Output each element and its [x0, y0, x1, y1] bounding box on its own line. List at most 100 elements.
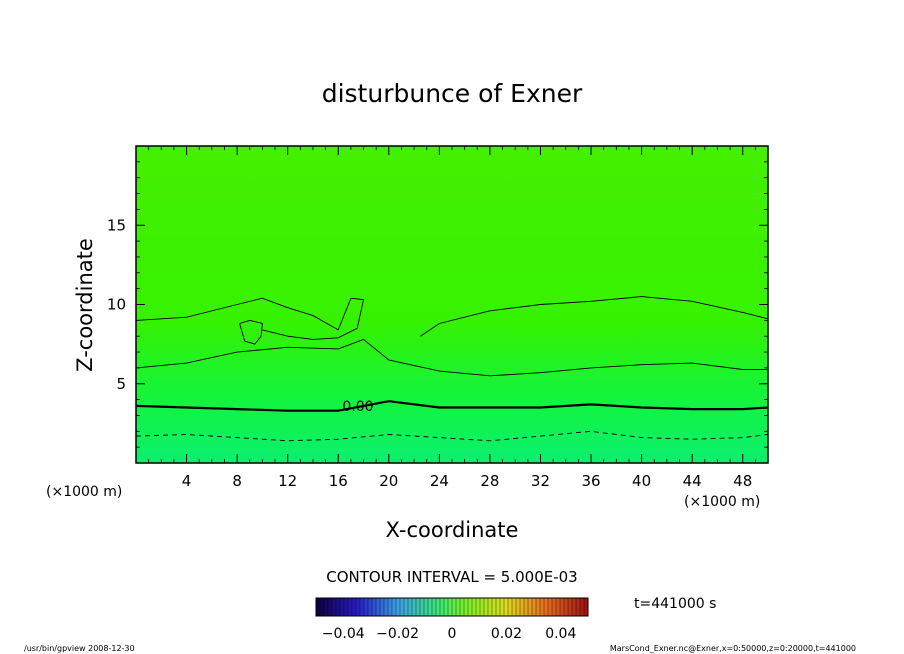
- colorbar-swatch: [512, 598, 517, 616]
- colorbar-swatch: [572, 598, 577, 616]
- colorbar-swatch: [316, 598, 321, 616]
- colorbar-swatch: [564, 598, 569, 616]
- colorbar-ticks: −0.04 −0.02 0 0.02 0.04: [322, 626, 577, 642]
- contour-line-2: [135, 338, 768, 377]
- colorbar-frame: [315, 597, 589, 617]
- colorbar-swatch: [508, 598, 513, 616]
- colorbar-swatch: [320, 598, 325, 616]
- contour-lines: [135, 296, 769, 442]
- contour-line-4: [420, 296, 769, 337]
- x-tick-label: 8: [232, 472, 242, 490]
- colorbar-swatch: [584, 598, 589, 616]
- colorbar-swatch: [380, 598, 385, 616]
- colorbar-swatch: [332, 598, 337, 616]
- x-axis-label: X-coordinate: [386, 518, 519, 542]
- colorbar-strips: [315, 598, 589, 616]
- colorbar-swatch: [544, 598, 549, 616]
- colorbar-swatch: [392, 598, 397, 616]
- colorbar-swatch: [500, 598, 505, 616]
- colorbar-swatch: [548, 598, 553, 616]
- y-axis-ticks: 5 10 15: [107, 161, 768, 448]
- colorbar-swatch: [452, 598, 457, 616]
- colorbar-swatch: [524, 598, 529, 616]
- colorbar-swatch: [464, 598, 469, 616]
- colorbar-tick-label: 0.02: [491, 626, 522, 642]
- colorbar-tick-label: 0.04: [545, 626, 576, 642]
- x-tick-label: 24: [430, 472, 449, 490]
- colorbar-swatch: [488, 598, 493, 616]
- colorbar-swatch: [404, 598, 409, 616]
- colorbar-swatch: [344, 598, 349, 616]
- x-axis-ticks: 4 8 12 16 20 24 28 32 36 40 44 48: [148, 146, 756, 490]
- colorbar: −0.04 −0.02 0 0.02 0.04: [315, 597, 589, 642]
- colorbar-swatch: [396, 598, 401, 616]
- y-axis-label: Z-coordinate: [73, 238, 97, 372]
- contour-label: 0.00: [342, 399, 373, 415]
- colorbar-swatch: [352, 598, 357, 616]
- colorbar-tick-label: 0: [448, 626, 457, 642]
- x-tick-label: 48: [733, 472, 752, 490]
- colorbar-swatch: [552, 598, 557, 616]
- x-tick-label: 28: [480, 472, 499, 490]
- colorbar-swatch: [560, 598, 565, 616]
- footer-left: /usr/bin/gpview 2008-12-30: [24, 644, 135, 653]
- contour-line-3: [135, 297, 365, 340]
- colorbar-swatch: [416, 598, 421, 616]
- colorbar-swatch: [528, 598, 533, 616]
- time-label: t=441000 s: [634, 596, 716, 612]
- colorbar-swatch: [556, 598, 561, 616]
- colorbar-swatch: [532, 598, 537, 616]
- colorbar-swatch: [520, 598, 525, 616]
- colorbar-swatch: [372, 598, 377, 616]
- colorbar-swatch: [356, 598, 361, 616]
- colorbar-swatch: [536, 598, 541, 616]
- contour-line-0: [135, 430, 769, 442]
- colorbar-swatch: [580, 598, 585, 616]
- colorbar-swatch: [568, 598, 573, 616]
- colorbar-swatch: [444, 598, 449, 616]
- y-tick-label: 10: [107, 296, 126, 314]
- colorbar-swatch: [364, 598, 369, 616]
- colorbar-swatch: [468, 598, 473, 616]
- colorbar-swatch: [376, 598, 381, 616]
- colorbar-swatch: [424, 598, 429, 616]
- colorbar-swatch: [496, 598, 501, 616]
- colorbar-tick-label: −0.02: [376, 626, 419, 642]
- y-axis-unit-right: (×1000 m): [684, 494, 760, 510]
- contour-interval: CONTOUR INTERVAL = 5.000E-03: [326, 568, 577, 586]
- colorbar-swatch: [448, 598, 453, 616]
- colorbar-swatch: [460, 598, 465, 616]
- x-tick-label: 4: [182, 472, 192, 490]
- colorbar-swatch: [440, 598, 445, 616]
- x-tick-label: 16: [329, 472, 348, 490]
- chart-title: disturbunce of Exner: [322, 79, 583, 108]
- colorbar-swatch: [484, 598, 489, 616]
- x-tick-label: 20: [379, 472, 398, 490]
- y-tick-label: 5: [116, 375, 126, 393]
- footer-right: MarsCond_Exner.nc@Exner,x=0:50000,z=0:20…: [610, 644, 856, 653]
- colorbar-swatch: [456, 598, 461, 616]
- colorbar-swatch: [476, 598, 481, 616]
- colorbar-swatch: [400, 598, 405, 616]
- colorbar-swatch: [388, 598, 393, 616]
- colorbar-swatch: [368, 598, 373, 616]
- colorbar-swatch: [472, 598, 477, 616]
- contour-line-1: [135, 400, 769, 412]
- x-tick-label: 32: [531, 472, 550, 490]
- colorbar-swatch: [324, 598, 329, 616]
- y-tick-label: 15: [107, 216, 126, 234]
- colorbar-swatch: [340, 598, 345, 616]
- x-tick-label: 36: [581, 472, 600, 490]
- colorbar-swatch: [428, 598, 433, 616]
- contour-field: [136, 146, 768, 463]
- colorbar-swatch: [504, 598, 509, 616]
- colorbar-swatch: [336, 598, 341, 616]
- colorbar-swatch: [492, 598, 497, 616]
- colorbar-swatch: [432, 598, 437, 616]
- colorbar-swatch: [360, 598, 365, 616]
- colorbar-swatch: [436, 598, 441, 616]
- colorbar-swatch: [384, 598, 389, 616]
- colorbar-swatch: [480, 598, 485, 616]
- colorbar-swatch: [348, 598, 353, 616]
